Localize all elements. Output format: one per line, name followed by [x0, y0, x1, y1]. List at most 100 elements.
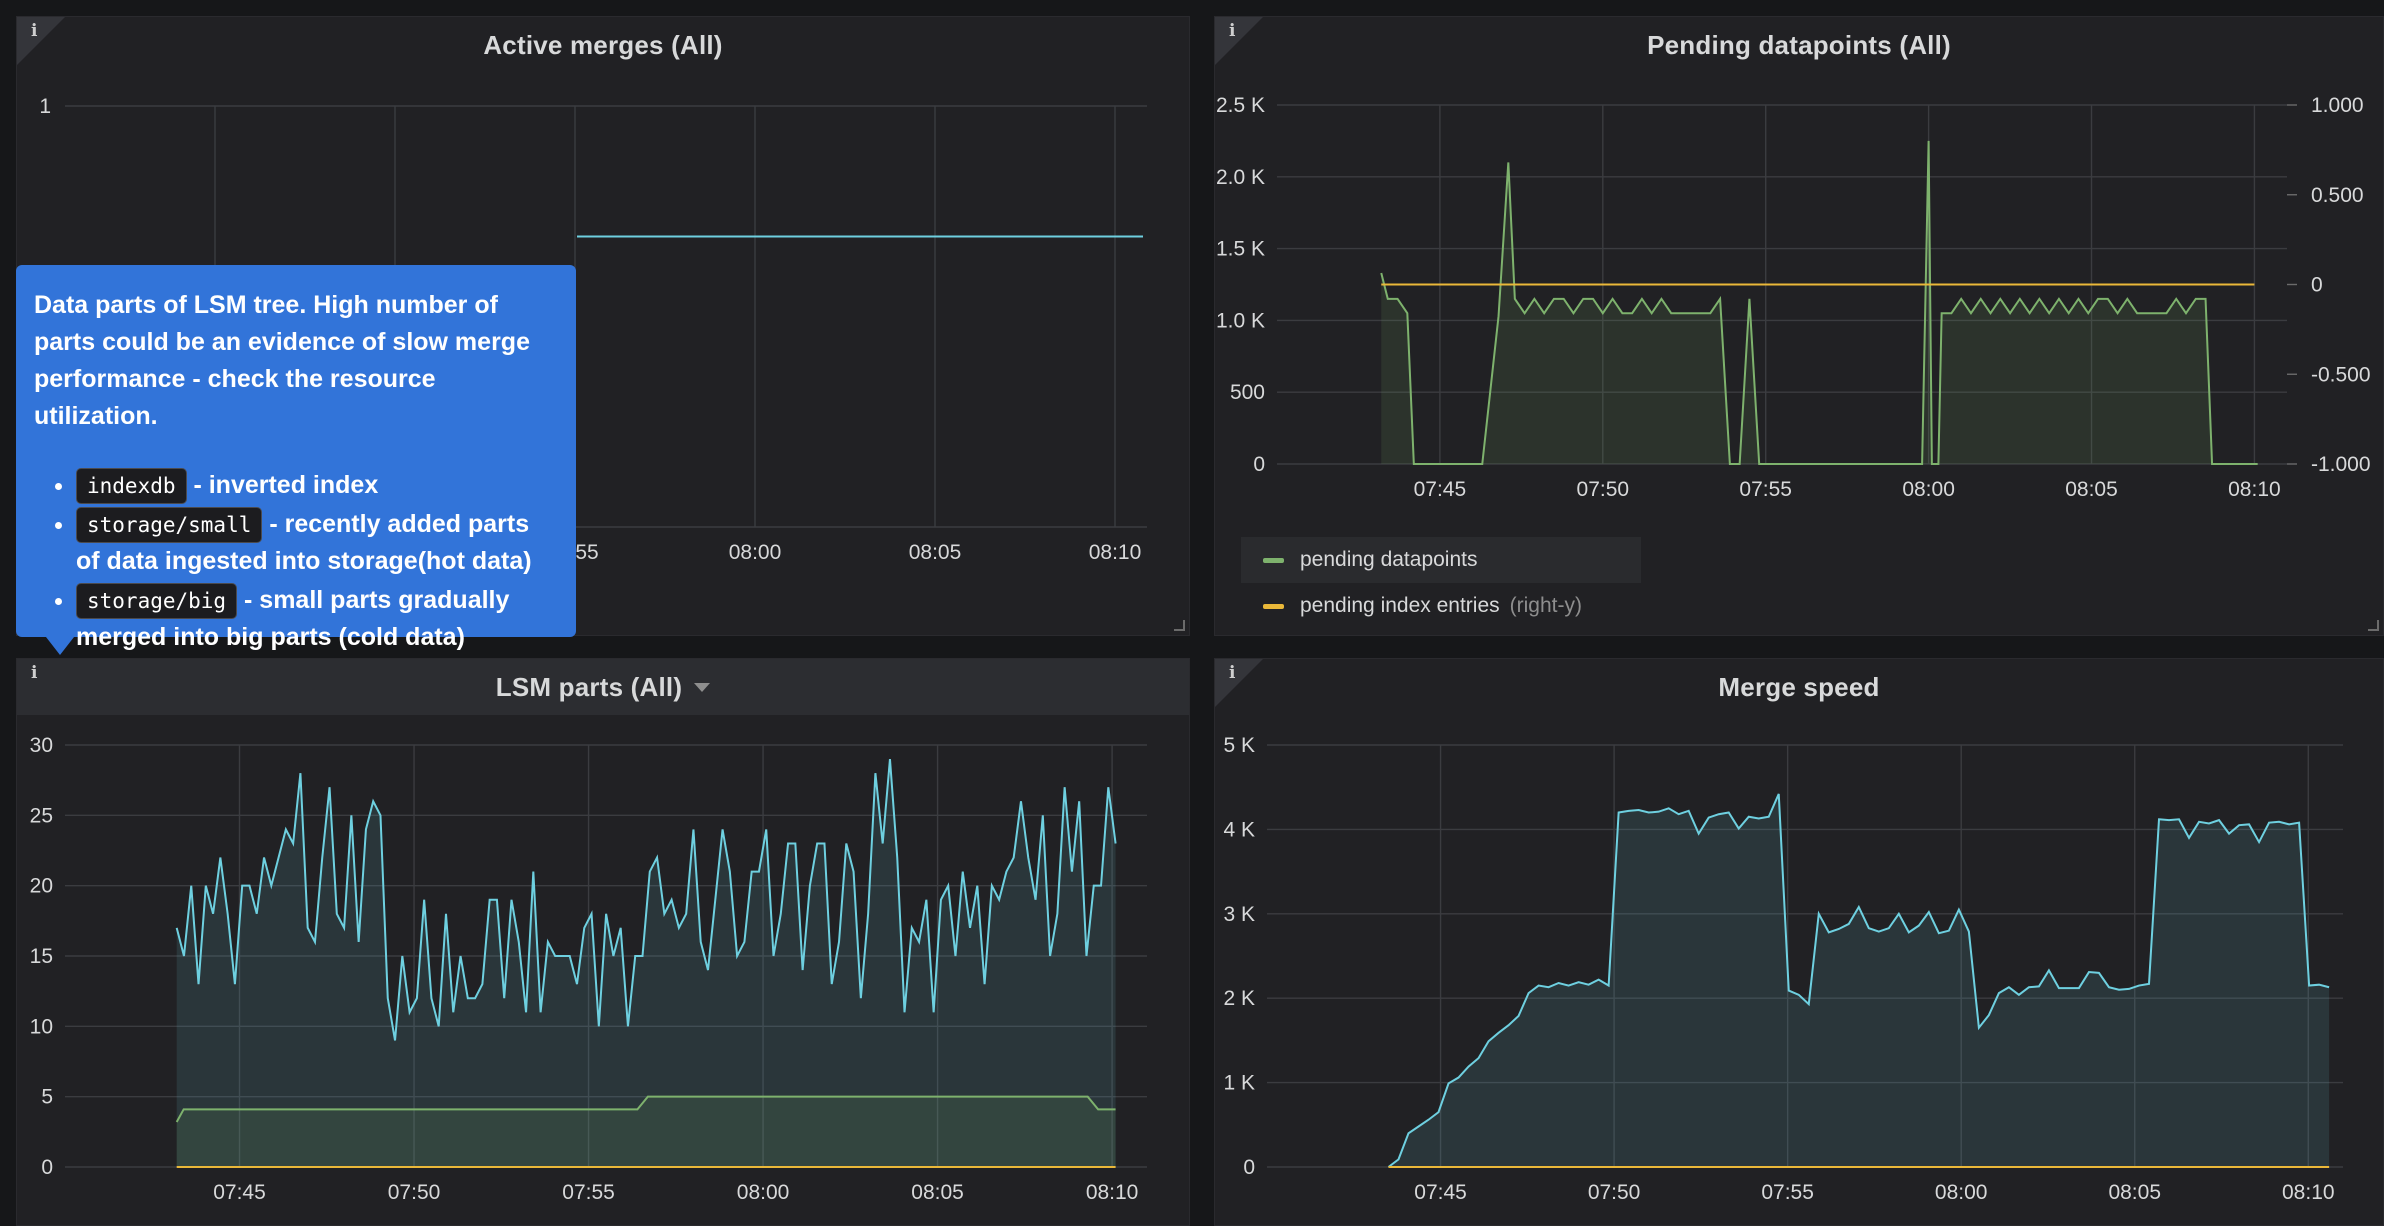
x-tick-label: 07:45: [213, 1181, 266, 1204]
x-tick-label: 07:45: [1414, 478, 1467, 501]
tooltip-item: storage/small - recently added parts of …: [76, 506, 558, 580]
series-area: [176, 1096, 1116, 1167]
info-icon[interactable]: i: [31, 21, 38, 41]
y-tick-label: 2.0 K: [1216, 166, 1265, 189]
x-tick-label: 08:00: [1935, 1181, 1988, 1204]
panel-info-tooltip: Data parts of LSM tree. High number of p…: [16, 265, 576, 651]
legend-item-pending-index-entries[interactable]: pending index entries (right-y): [1241, 583, 1641, 629]
y-right-tick-label: 0.500: [2311, 184, 2364, 207]
chart-lsm-parts: 0 5 10 15 20 25 30 07:45 07:50 07:55 08:00 08:05 08:…: [30, 734, 1147, 1204]
x-tick-label: 08:05: [911, 1181, 964, 1204]
legend-swatch: [1263, 557, 1284, 563]
resize-handle-icon[interactable]: [2368, 620, 2379, 631]
y-tick-label: 10: [30, 1015, 53, 1038]
tooltip-list: indexdb - inverted index storage/small -…: [34, 467, 558, 656]
y-right-tick-label: 0: [2311, 274, 2323, 297]
x-tick-label: 07:55: [1739, 478, 1792, 501]
y-tick-label: 2 K: [1223, 987, 1255, 1010]
y-tick-label: 0: [1253, 453, 1265, 476]
x-tick-label: 08:05: [2065, 478, 2118, 501]
y-tick-label: 3 K: [1223, 903, 1255, 926]
tooltip-code: storage/small: [76, 507, 263, 543]
panel-title[interactable]: Active merges (All): [483, 29, 723, 60]
chart-pending-datapoints: 0 500 1.0 K 1.5 K 2.0 K 2.5 K 07:45 07:50 07:55 0…: [1216, 94, 2371, 501]
x-tick-label: 08:00: [1902, 478, 1955, 501]
y-right-tick-label: 1.000: [2311, 94, 2364, 117]
series-area: [176, 759, 1116, 1167]
panel-header[interactable]: LSM parts (All): [17, 659, 1189, 715]
x-tick-label: 08:10: [2228, 478, 2281, 501]
info-icon[interactable]: i: [1229, 21, 1236, 41]
panel-lsm-parts[interactable]: LSM parts (All) i 0 5 10 15 20 25 30 07:45 07:50…: [16, 658, 1190, 1226]
y-tick-label: 5 K: [1223, 734, 1255, 757]
panel-title[interactable]: Merge speed: [1718, 671, 1880, 702]
y-tick-label: 30: [30, 734, 53, 757]
tooltip-arrow: [46, 637, 74, 655]
x-tick-label: 08:10: [2282, 1181, 2335, 1204]
legend-label: pending index entries: [1300, 594, 1500, 617]
info-corner[interactable]: [1215, 659, 1263, 707]
panel-pending-datapoints[interactable]: Pending datapoints (All) i 0 500 1.0 K 1.5 …: [1214, 16, 2384, 636]
y-tick-label: 25: [30, 804, 53, 827]
x-tick-label: 07:55: [562, 1181, 615, 1204]
tooltip-item: storage/big - small parts gradually merg…: [76, 582, 558, 656]
tooltip-item-text: - inverted index: [186, 471, 379, 499]
info-corner[interactable]: [17, 17, 65, 65]
series-area: [1388, 793, 2330, 1167]
y-tick-label: 4 K: [1223, 818, 1255, 841]
series-line[interactable]: [175, 1095, 1116, 1123]
y-right-tick-label: -1.000: [2311, 453, 2371, 476]
x-tick-label: 07:50: [388, 1181, 441, 1204]
legend: pending datapoints pending index entries…: [1241, 537, 1641, 629]
x-tick-label: 08:10: [1086, 1181, 1139, 1204]
y-tick-label: 1.0 K: [1216, 309, 1265, 332]
tooltip-code: storage/big: [76, 583, 238, 619]
tooltip-code: indexdb: [76, 468, 187, 504]
y-tick-label: 0: [1243, 1156, 1255, 1179]
tooltip-intro: Data parts of LSM tree. High number of p…: [34, 291, 530, 430]
legend-item-pending-datapoints[interactable]: pending datapoints: [1241, 537, 1641, 583]
legend-axis-note: (right-y): [1509, 594, 1582, 617]
y-right-tick-label: -0.500: [2311, 363, 2371, 386]
x-tick-label: 08:10: [1089, 541, 1142, 564]
resize-handle-icon[interactable]: [1174, 620, 1185, 631]
x-tick-label: 08:05: [909, 541, 962, 564]
tooltip-item-text: - small parts gradually merged into big …: [76, 586, 510, 651]
y-tick-label: 0: [41, 1156, 53, 1179]
y-tick-label: 1 K: [1223, 1072, 1255, 1095]
series-line[interactable]: [1380, 140, 2258, 465]
x-tick-label: 08:00: [737, 1181, 790, 1204]
x-tick-label: 07:50: [1588, 1181, 1641, 1204]
panel-header[interactable]: Pending datapoints (All): [1215, 17, 2383, 73]
x-tick-label: 08:05: [2108, 1181, 2161, 1204]
y-tick-label: 20: [30, 875, 53, 898]
panel-title[interactable]: LSM parts (All): [495, 671, 683, 702]
info-icon[interactable]: i: [1229, 663, 1236, 683]
x-tick-label: 07:45: [1414, 1181, 1467, 1204]
chevron-down-icon[interactable]: [694, 682, 711, 692]
y-tick-label: 500: [1230, 381, 1265, 404]
chart-merge-speed: 0 1 K 2 K 3 K 4 K 5 K 07:45 07:50 07:55 08:00 08:0…: [1223, 734, 2343, 1204]
y-tick-label: 15: [30, 945, 53, 968]
info-icon[interactable]: i: [31, 663, 38, 683]
x-tick-label: 07:50: [1577, 478, 1630, 501]
legend-label: pending datapoints: [1300, 548, 1478, 571]
legend-swatch: [1263, 603, 1284, 609]
info-corner[interactable]: [1215, 17, 1263, 65]
y-tick-label: 1: [39, 95, 51, 118]
panel-merge-speed[interactable]: Merge speed i 0 1 K 2 K 3 K 4 K 5 K 07:45 07:50…: [1214, 658, 2384, 1226]
tooltip-item: indexdb - inverted index: [76, 467, 558, 504]
panel-title[interactable]: Pending datapoints (All): [1647, 29, 1951, 60]
series-line[interactable]: [1387, 793, 2330, 1168]
panel-header[interactable]: Merge speed: [1215, 659, 2383, 715]
series-line[interactable]: [175, 758, 1117, 1041]
y-tick-label: 5: [41, 1086, 53, 1109]
x-tick-label: 55: [575, 541, 598, 564]
tooltip-item-text: - recently added parts of data ingested …: [76, 510, 532, 575]
y-tick-label: 1.5 K: [1216, 238, 1265, 261]
panel-header[interactable]: Active merges (All): [17, 17, 1189, 73]
y-tick-label: 2.5 K: [1216, 94, 1265, 117]
x-tick-label: 07:55: [1761, 1181, 1814, 1204]
x-tick-label: 08:00: [729, 541, 782, 564]
series-area: [1381, 140, 2258, 464]
